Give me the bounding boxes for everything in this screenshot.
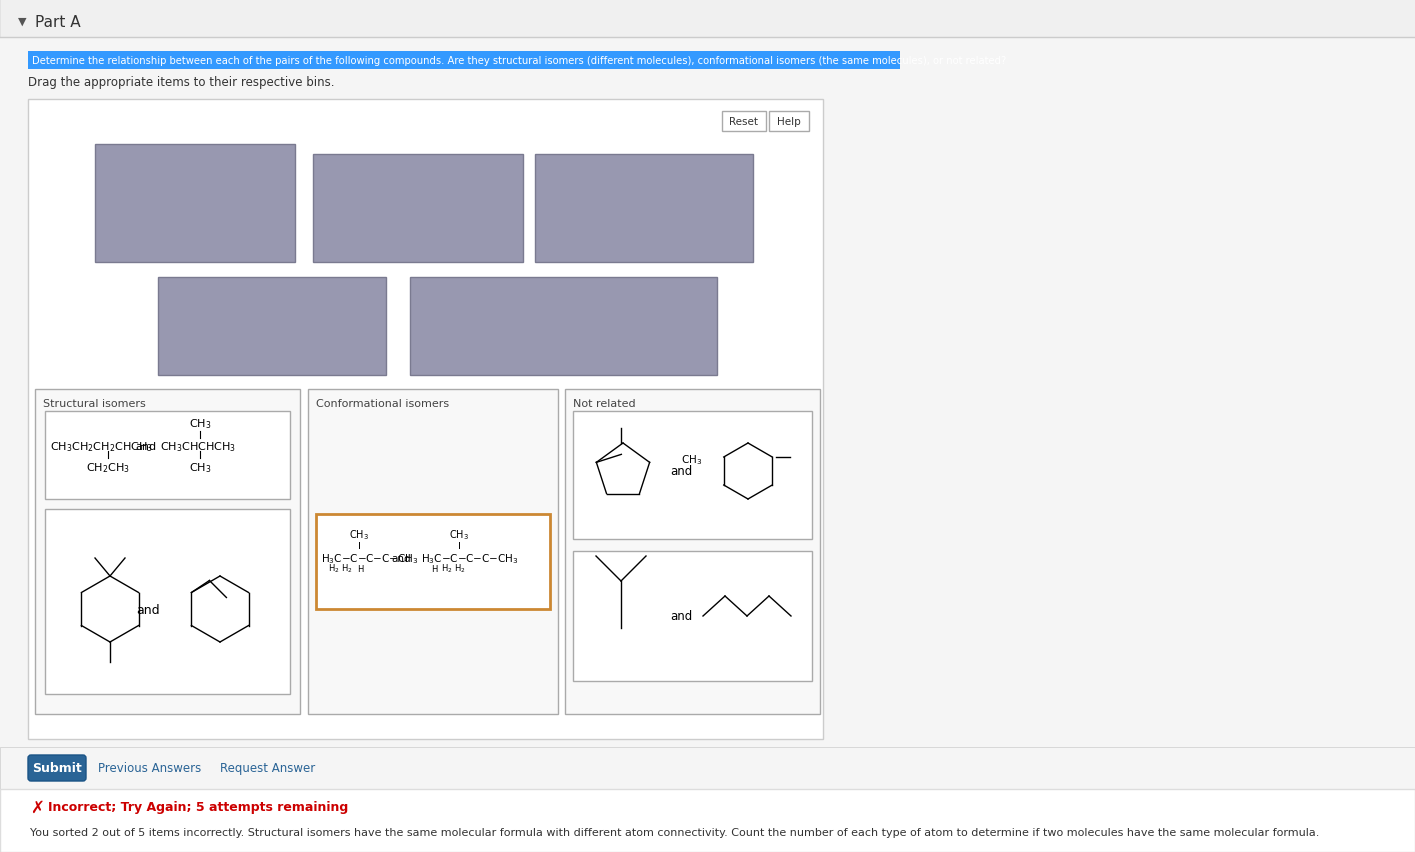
Text: Request Answer: Request Answer	[219, 762, 316, 774]
Text: Part A: Part A	[35, 14, 81, 30]
Bar	[722, 112, 766, 132]
Text: and: and	[669, 610, 692, 623]
Text: CH$_3$: CH$_3$	[188, 461, 211, 475]
Text: and: and	[134, 441, 156, 452]
Bar	[308, 389, 558, 714]
Bar	[0, 0, 1415, 38]
Text: and: and	[391, 553, 410, 563]
Text: Submit: Submit	[33, 762, 82, 774]
Bar	[316, 515, 550, 609]
Bar	[45, 509, 290, 694]
Bar	[573, 412, 812, 539]
Text: ▼: ▼	[18, 17, 27, 27]
Bar	[565, 389, 821, 714]
Bar	[573, 551, 812, 682]
Bar	[0, 747, 1415, 789]
Text: H: H	[430, 564, 437, 573]
Bar	[95, 145, 294, 262]
Bar	[535, 155, 753, 262]
Text: Drag the appropriate items to their respective bins.: Drag the appropriate items to their resp…	[28, 76, 334, 89]
Bar	[28, 52, 900, 70]
Text: CH$_3$CH$_2$CH$_2$CHCH$_3$: CH$_3$CH$_2$CH$_2$CHCH$_3$	[50, 440, 153, 453]
Bar	[410, 278, 717, 376]
Bar	[768, 112, 809, 132]
Text: You sorted 2 out of 5 items incorrectly. Structural isomers have the same molecu: You sorted 2 out of 5 items incorrectly.…	[30, 827, 1319, 837]
Text: Incorrect; Try Again; 5 attempts remaining: Incorrect; Try Again; 5 attempts remaini…	[48, 801, 348, 814]
Bar	[0, 789, 1415, 852]
Text: Conformational isomers: Conformational isomers	[316, 399, 449, 408]
Text: H$_2$: H$_2$	[441, 562, 453, 574]
Text: Previous Answers: Previous Answers	[98, 762, 201, 774]
Text: and: and	[669, 465, 692, 478]
Bar	[28, 100, 824, 740]
Text: CH$_3$: CH$_3$	[681, 452, 702, 466]
Text: and: and	[136, 603, 160, 616]
Bar	[158, 278, 386, 376]
Bar	[45, 412, 290, 499]
Text: H$_2$: H$_2$	[454, 562, 466, 574]
Text: CH$_3$: CH$_3$	[449, 527, 468, 541]
FancyBboxPatch shape	[28, 755, 86, 781]
Text: CH$_3$: CH$_3$	[188, 417, 211, 430]
Text: Determine the relationship between each of the pairs of the following compounds.: Determine the relationship between each …	[33, 56, 1006, 66]
Text: Not related: Not related	[573, 399, 635, 408]
Text: H$_2$: H$_2$	[341, 562, 352, 574]
Text: H$_3$C$-$C$-$C$-$C$-$CH$_3$: H$_3$C$-$C$-$C$-$C$-$CH$_3$	[422, 551, 519, 565]
Text: CH$_2$CH$_3$: CH$_2$CH$_3$	[86, 461, 130, 475]
Bar	[35, 389, 300, 714]
Bar	[313, 155, 524, 262]
Text: CH$_3$: CH$_3$	[350, 527, 369, 541]
Text: Structural isomers: Structural isomers	[42, 399, 146, 408]
Text: H$_3$C$-$C$-$C$-$C$-$CH$_3$: H$_3$C$-$C$-$C$-$C$-$CH$_3$	[321, 551, 419, 565]
Text: H: H	[357, 564, 364, 573]
Text: ✗: ✗	[30, 798, 44, 816]
Text: H$_2$: H$_2$	[328, 562, 340, 574]
Text: Help: Help	[777, 117, 801, 127]
Text: Reset: Reset	[730, 117, 758, 127]
Text: CH$_3$CHCHCH$_3$: CH$_3$CHCHCH$_3$	[160, 440, 236, 453]
